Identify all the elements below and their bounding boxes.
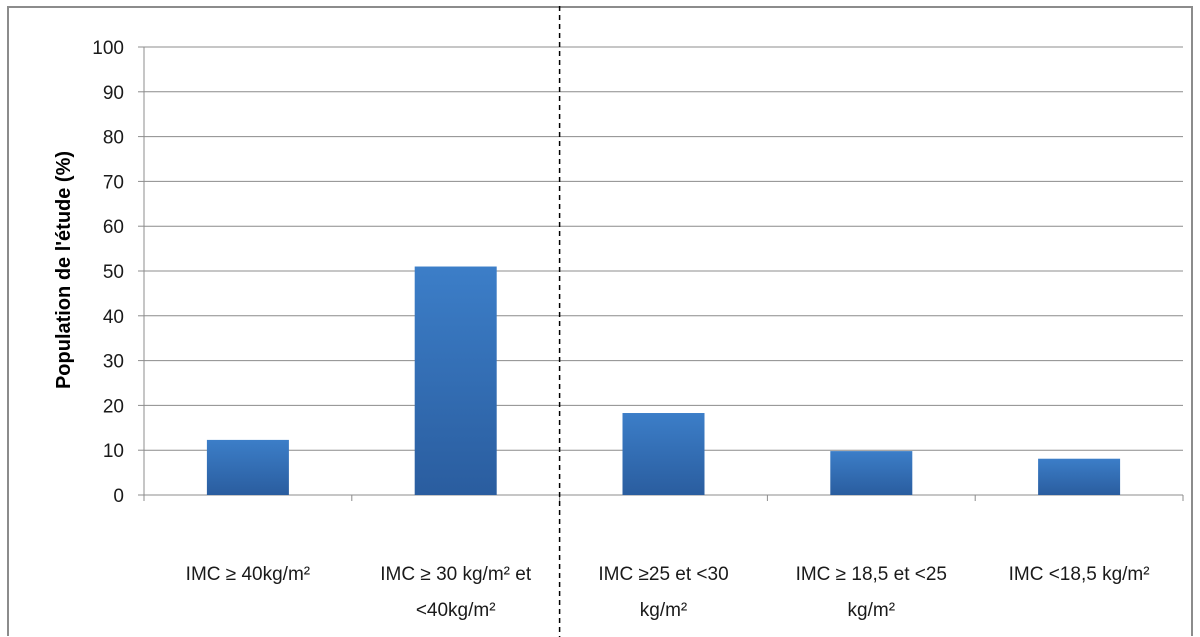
y-tick-labels: 0 10 20 30 40 50 60 70 80 90 100 [92, 38, 124, 507]
y-tick-label: 80 [103, 128, 124, 149]
bar-1 [414, 266, 497, 495]
y-tick-label: 60 [103, 217, 124, 238]
y-tick-label: 100 [92, 38, 124, 59]
x-category-label: IMC ≥ 40kg/m² [186, 564, 310, 585]
bar-2 [622, 413, 705, 495]
bars [206, 266, 1121, 495]
gridlines [144, 46, 1183, 451]
y-tick-label: 30 [103, 352, 124, 373]
bar-4 [1038, 458, 1121, 495]
x-category-label: IMC ≥ 30 kg/m² et <40kg/m² [380, 564, 532, 621]
bar-3 [830, 451, 913, 495]
y-tick-label: 90 [103, 83, 124, 104]
bar-0 [206, 439, 289, 495]
x-category-label: IMC ≥25 et <30 kg/m² [598, 564, 728, 621]
x-category-labels: IMC ≥ 40kg/m² IMC ≥ 30 kg/m² et <40kg/m² IM… [186, 564, 1150, 621]
x-category-label: IMC <18,5 kg/m² [1009, 564, 1150, 585]
x-category-label: IMC ≥ 18,5 et <25 kg/m² [796, 564, 947, 621]
y-tick-label: 10 [103, 441, 124, 462]
y-axis-title: Population de l'étude (%) [53, 151, 75, 389]
y-tick-label: 50 [103, 262, 124, 283]
y-tick-label: 40 [103, 307, 124, 328]
y-tick-label: 20 [103, 396, 124, 417]
chart-frame [7, 6, 1193, 636]
y-tick-label: 0 [113, 486, 124, 507]
y-tick-label: 70 [103, 172, 124, 193]
